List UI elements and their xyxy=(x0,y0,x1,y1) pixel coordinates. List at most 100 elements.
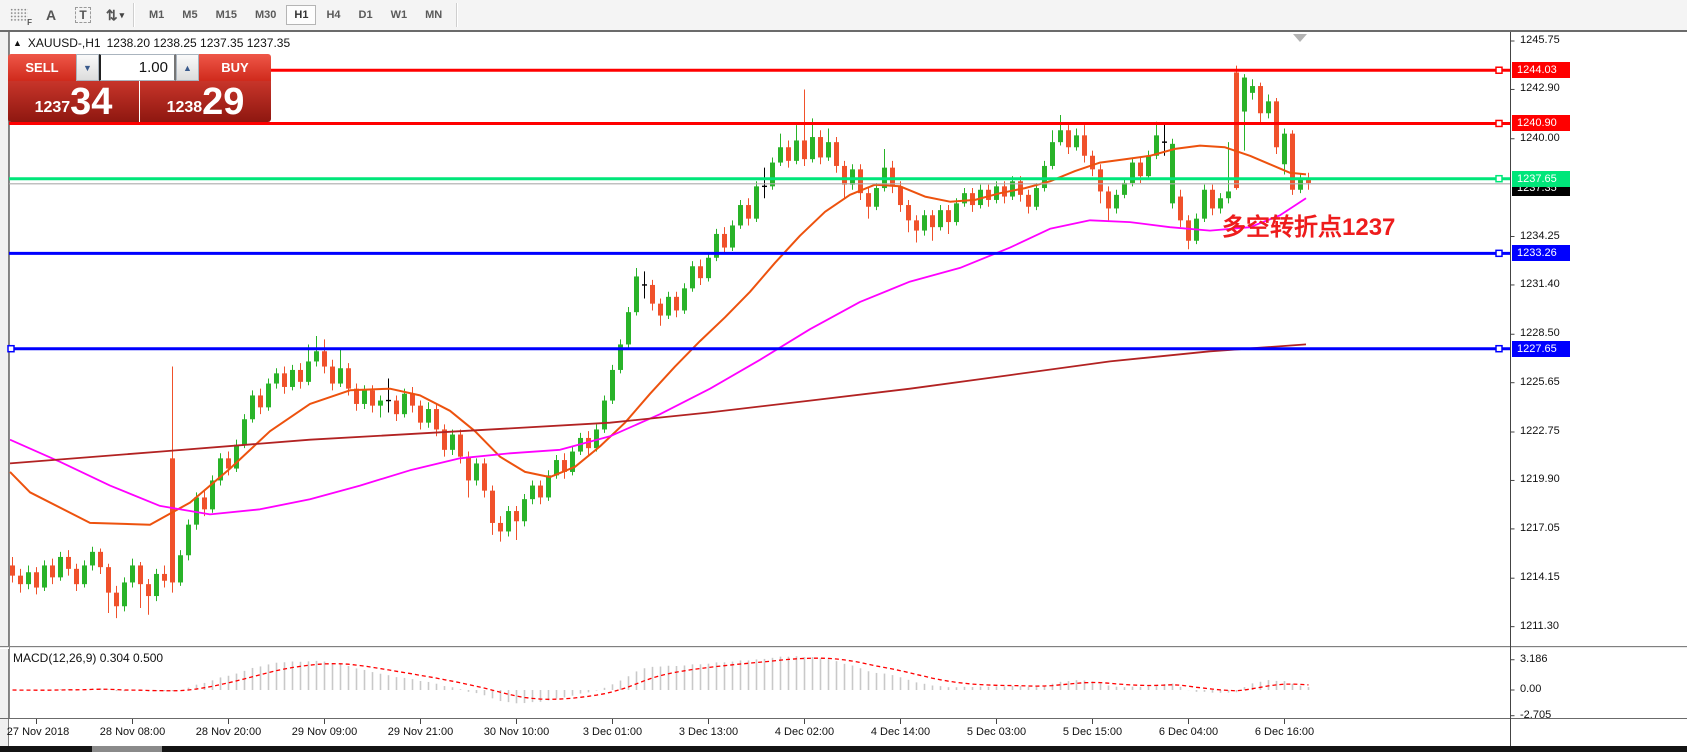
time-axis-label: 28 Nov 20:00 xyxy=(195,726,262,738)
bearish-candle xyxy=(658,303,663,316)
time-axis-label: 3 Dec 01:00 xyxy=(582,726,643,738)
moving-average-fast-orange[interactable] xyxy=(9,144,1307,526)
bearish-candle xyxy=(722,233,727,248)
timeframe-button-w1[interactable]: W1 xyxy=(390,9,408,21)
volume-increase-button[interactable]: ▲ xyxy=(176,54,199,81)
bullish-candle xyxy=(682,288,687,311)
timeframe-button-m30[interactable]: M30 xyxy=(254,9,277,21)
buy-price-big: 29 xyxy=(202,81,245,123)
bearish-candle xyxy=(258,395,263,408)
bullish-candle xyxy=(626,312,631,345)
time-axis-label: 29 Nov 09:00 xyxy=(291,726,358,738)
price-axis-label: 1214.15 xyxy=(1520,571,1560,584)
bearish-candle xyxy=(1258,86,1263,114)
bullish-candle xyxy=(962,193,967,204)
bearish-candle xyxy=(1290,133,1295,190)
bullish-candle xyxy=(186,524,191,556)
price-axis-label: 1234.25 xyxy=(1520,229,1560,242)
buy-price-display[interactable]: 1238 29 xyxy=(140,81,271,122)
volume-decrease-button[interactable]: ▼ xyxy=(76,54,99,81)
cycle-arrows-icon[interactable]: ⇅ ▾ xyxy=(105,6,125,23)
indicator-grid-f-icon[interactable]: F xyxy=(6,3,32,27)
bearish-candle xyxy=(330,366,335,384)
bullish-candle xyxy=(1250,86,1255,93)
bearish-candle xyxy=(906,205,911,221)
sell-price-big: 34 xyxy=(70,81,113,123)
bullish-candle xyxy=(26,572,31,585)
chart-macd-divider[interactable] xyxy=(0,646,1687,649)
bullish-candle xyxy=(306,361,311,382)
bullish-candle xyxy=(1050,142,1055,166)
bullish-candle xyxy=(274,373,279,384)
moving-average-mid-magenta[interactable] xyxy=(9,197,1307,516)
bullish-candle xyxy=(1202,189,1207,219)
bullish-candle xyxy=(730,225,735,248)
price-line-tag-1233.26: 1233.26 xyxy=(1512,245,1570,262)
bearish-candle xyxy=(50,565,55,578)
line-handle[interactable] xyxy=(1495,66,1503,74)
bearish-candle xyxy=(162,573,167,581)
timeframe-button-mn[interactable]: MN xyxy=(425,9,443,21)
line-handle[interactable] xyxy=(1495,249,1503,258)
sell-price-small: 1237 xyxy=(34,99,71,116)
line-handle[interactable] xyxy=(1495,174,1503,183)
bullish-candle xyxy=(1242,77,1247,112)
timeframe-button-m1[interactable]: M1 xyxy=(149,9,165,21)
bullish-candle xyxy=(290,369,295,387)
one-click-panel-toggle-icon[interactable]: ▲ xyxy=(13,38,22,48)
symbol-timeframe-label: XAUUSD-,H1 xyxy=(27,36,101,50)
text-label-icon[interactable]: A xyxy=(45,7,57,23)
time-axis-label: 6 Dec 04:00 xyxy=(1158,726,1219,738)
bearish-candle xyxy=(490,490,495,523)
moving-average-slow-darkred[interactable] xyxy=(9,343,1307,465)
bearish-candle xyxy=(538,485,543,498)
chart-left-edge xyxy=(0,31,9,746)
bullish-candle xyxy=(1042,165,1047,189)
bearish-candle xyxy=(946,210,951,223)
text-box-icon[interactable]: T xyxy=(70,3,96,27)
time-axis-label: 6 Dec 16:00 xyxy=(1254,726,1315,738)
bearish-candle xyxy=(842,165,847,185)
buy-price-small: 1238 xyxy=(166,99,203,116)
timeframe-button-m15[interactable]: M15 xyxy=(215,9,237,21)
chart-text-annotation[interactable]: 多空转折点1237 xyxy=(1222,214,1396,241)
volume-input[interactable] xyxy=(99,54,176,81)
bearish-candle xyxy=(698,266,703,279)
chart-shift-marker-icon[interactable] xyxy=(1293,34,1307,42)
buy-button[interactable]: BUY xyxy=(199,54,271,81)
chart-header: ▲ XAUUSD-,H1 1238.20 1238.25 1237.35 123… xyxy=(13,36,290,50)
bearish-candle xyxy=(1234,72,1239,189)
line-handle[interactable] xyxy=(1495,344,1503,353)
bullish-candle xyxy=(554,460,559,476)
line-handle[interactable] xyxy=(1495,119,1503,128)
dropdown-caret-icon[interactable]: ▾ xyxy=(119,9,125,20)
bullish-candle xyxy=(242,419,247,445)
line-handle[interactable] xyxy=(7,344,15,353)
sell-price-display[interactable]: 1237 34 xyxy=(8,81,139,122)
bullish-candle xyxy=(778,147,783,163)
bullish-candle xyxy=(1058,130,1063,143)
bullish-candle xyxy=(402,393,407,415)
bullish-candle xyxy=(794,140,799,161)
bearish-candle xyxy=(322,351,327,367)
time-axis-label: 5 Dec 15:00 xyxy=(1062,726,1123,738)
bullish-candle xyxy=(634,276,639,313)
bullish-candle xyxy=(530,485,535,500)
timeframe-button-h4[interactable]: H4 xyxy=(326,9,341,21)
timeframe-buttons: M1 M5 M15 M30 H1 H4 D1 W1 MN xyxy=(140,5,451,25)
bearish-candle xyxy=(298,369,303,382)
timeframe-button-m5[interactable]: M5 xyxy=(182,9,198,21)
bearish-candle xyxy=(434,409,439,430)
bullish-candle xyxy=(874,188,879,207)
timeframe-button-d1[interactable]: D1 xyxy=(358,9,373,21)
bearish-candle xyxy=(930,215,935,228)
bearish-candle xyxy=(18,575,23,585)
sell-button[interactable]: SELL xyxy=(8,54,76,81)
timeframe-button-h1[interactable]: H1 xyxy=(286,5,317,25)
bullish-candle xyxy=(1218,198,1223,209)
bearish-candle xyxy=(418,405,423,423)
bullish-candle xyxy=(522,499,527,522)
bullish-candle xyxy=(450,434,455,450)
bearish-candle xyxy=(1090,155,1095,170)
